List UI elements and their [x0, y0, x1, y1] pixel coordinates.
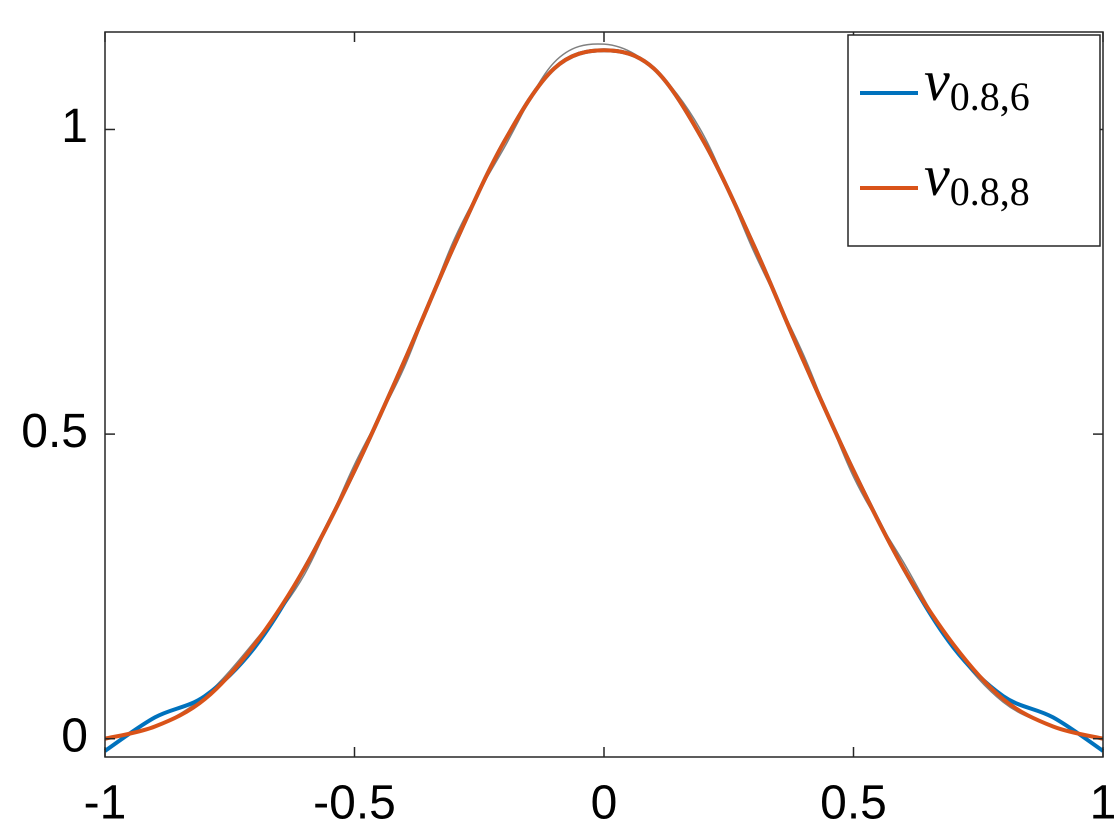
- series-line: [104, 48, 1104, 741]
- x-tick-label: 1: [1090, 777, 1117, 830]
- legend-label: v0.8,6: [924, 48, 1030, 119]
- x-tick-label: -0.5: [313, 777, 396, 830]
- x-tick-label: 0: [591, 777, 618, 830]
- x-tick-label: -1: [84, 777, 127, 830]
- x-tick-label: 0.5: [820, 777, 887, 830]
- y-tick-label: 1: [61, 100, 88, 153]
- legend-box: [847, 34, 1101, 247]
- legend-label: v0.8,8: [924, 143, 1030, 214]
- series-line: [104, 43, 1104, 740]
- y-tick-label: 0: [61, 709, 88, 762]
- y-tick-label: 0.5: [21, 405, 88, 458]
